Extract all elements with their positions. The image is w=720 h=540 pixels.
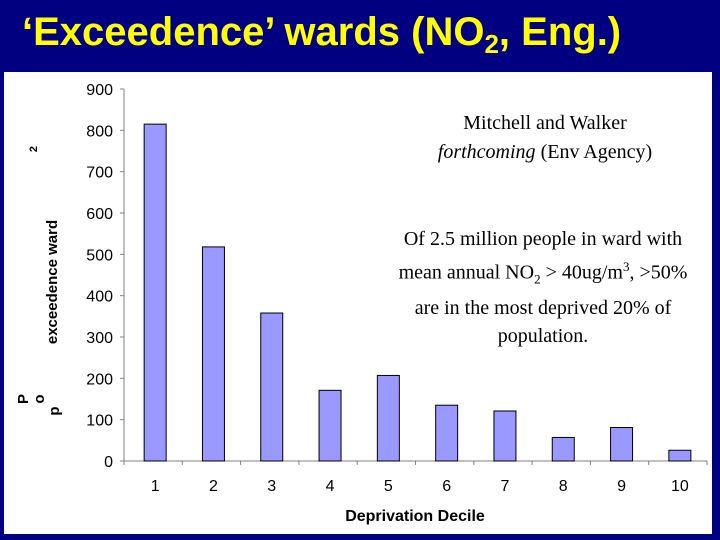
slide-title-subscript: 2: [484, 29, 499, 59]
y-axis-fragment: 2: [28, 146, 40, 152]
bar: [260, 312, 284, 462]
x-tick-label: 6: [442, 478, 451, 495]
y-tick-label: 200: [86, 371, 113, 388]
citation-line1: Mitchell and Walker: [463, 112, 627, 134]
y-tick-label: 700: [86, 165, 113, 182]
y-tick-label: 800: [86, 123, 113, 140]
x-axis-title: Deprivation Decile: [345, 508, 485, 525]
y-axis-fragment: P: [15, 394, 32, 404]
citation-annotation: Mitchell and Walker forthcoming (Env Age…: [402, 109, 688, 167]
y-tick-label: 600: [86, 206, 113, 223]
finding-part-c: , >50% are in the most deprived 20% of p…: [414, 261, 688, 347]
x-tick-label: 10: [671, 478, 689, 495]
x-tick-label: 8: [559, 478, 568, 495]
y-axis-title: exceedence ward: [44, 220, 61, 344]
citation-rest: (Env Agency): [535, 141, 653, 163]
x-tick-label: 1: [151, 478, 160, 495]
finding-superscript: 3: [622, 259, 630, 274]
y-tick-label: 900: [86, 82, 113, 99]
bar-chart: 0 100 200 300 400 500 600 700 800 900 1 2 3 4 5 6 7 8 9 10 D…: [15, 82, 708, 525]
bar: [201, 246, 225, 462]
bar: [143, 123, 167, 462]
y-tick-label: 100: [86, 413, 113, 430]
bar: [435, 404, 459, 462]
bar: [493, 410, 517, 462]
finding-part-b: > 40ug/m: [540, 261, 623, 284]
slide-title-suffix: , Eng.): [498, 10, 622, 54]
x-tick-label: 2: [209, 478, 218, 495]
y-tick-label: 300: [86, 330, 113, 347]
bar: [610, 427, 634, 462]
bar: [551, 436, 575, 462]
slide-title-text: ‘Exceedence’ wards (NO: [22, 10, 485, 54]
x-tick-label: 7: [500, 478, 509, 495]
finding-subscript: 2: [534, 271, 541, 287]
x-tick-label: 4: [326, 478, 335, 495]
y-tick-label: 500: [86, 247, 113, 264]
x-tick-label: 5: [384, 478, 393, 495]
y-tick-label: 400: [86, 289, 113, 306]
bar: [668, 449, 692, 462]
y-tick-label: 0: [104, 454, 113, 471]
finding-part-a: Of 2.5 million people in ward with mean …: [398, 228, 683, 284]
x-tick-label: 3: [267, 478, 276, 495]
bar: [376, 374, 400, 462]
finding-annotation: Of 2.5 million people in ward with mean …: [398, 225, 688, 350]
y-axis-fragment: p: [46, 406, 63, 415]
x-tick-label: 9: [617, 478, 626, 495]
citation-italic: forthcoming: [437, 141, 536, 163]
y-axis-fragment: o: [31, 394, 48, 403]
slide-title: ‘Exceedence’ wards (NO2, Eng.): [22, 2, 712, 64]
chart-panel: 0 100 200 300 400 500 600 700 800 900 1 2 3 4 5 6 7 8 9 10 D…: [4, 72, 712, 534]
bar: [318, 389, 342, 462]
